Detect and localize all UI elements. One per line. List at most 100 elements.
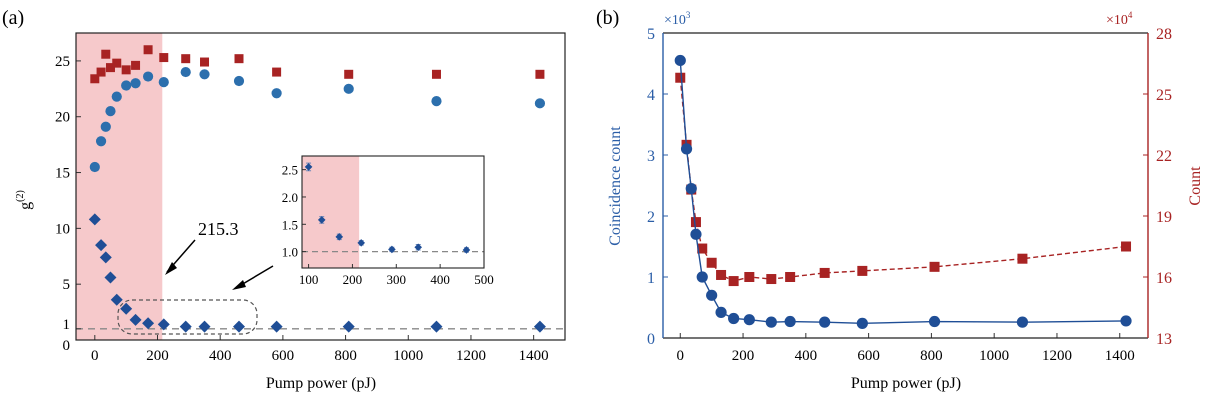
x-tick-label: 200 xyxy=(146,348,169,364)
plot-frame xyxy=(75,32,566,341)
circle-point xyxy=(142,71,154,82)
diamond-point xyxy=(104,271,117,284)
count-series xyxy=(675,72,1132,287)
y-axis-label: g(2) xyxy=(15,190,34,210)
circle-point xyxy=(928,315,941,328)
diamond-point xyxy=(430,320,443,333)
y-tick-label: 20 xyxy=(55,110,70,126)
square-point xyxy=(716,269,727,280)
circle-point xyxy=(856,317,868,329)
panel-b-label: (b) xyxy=(596,7,619,29)
inset-diamond-point xyxy=(304,163,313,171)
circle-point xyxy=(158,77,169,88)
y-tick-label: 1 xyxy=(63,317,71,333)
square-point xyxy=(766,274,777,285)
circle-point xyxy=(95,136,107,147)
square-point xyxy=(200,57,210,67)
square-series xyxy=(90,45,545,84)
inset-x-tick-label: 400 xyxy=(430,272,450,287)
diamond-point xyxy=(120,302,133,315)
y-tick-label: 25 xyxy=(55,54,70,70)
left-y-axis-ticks: 0 1 2 3 4 5 xyxy=(647,26,668,348)
circle-point xyxy=(728,312,740,325)
data-points xyxy=(88,45,546,333)
circle-point xyxy=(715,306,727,318)
left-y-tick-label: 3 xyxy=(647,148,655,165)
circle-point xyxy=(130,78,141,89)
square-point xyxy=(344,69,354,79)
circle-point xyxy=(199,69,210,80)
panel-a-label: (a) xyxy=(2,7,24,29)
diamond-series xyxy=(88,213,546,333)
circle-point xyxy=(121,80,132,91)
square-point xyxy=(819,267,830,278)
count-line xyxy=(679,77,1127,282)
x-axis-label: Pump power (pJ) xyxy=(266,375,376,392)
square-point xyxy=(785,272,796,282)
square-point xyxy=(857,265,868,276)
circle-point xyxy=(784,315,796,328)
inset-diamond-point xyxy=(388,245,396,254)
circle-point xyxy=(271,88,282,99)
x-tick-label: 600 xyxy=(857,348,880,364)
x-tick-label: 0 xyxy=(91,348,99,364)
y-tick-label: 5 xyxy=(63,277,71,293)
circle-point xyxy=(1120,315,1132,327)
inset-shaded-region xyxy=(302,156,360,268)
x-axis-ticks: 0 200 400 600 800 1000 1200 1400 xyxy=(91,335,549,364)
inset-x-tick-label: 300 xyxy=(387,272,407,287)
square-point xyxy=(1121,241,1132,252)
square-point xyxy=(121,65,131,75)
data-series xyxy=(674,54,1132,329)
circle-point xyxy=(674,54,686,67)
right-y-tick-label: 22 xyxy=(1156,148,1172,165)
circle-point xyxy=(180,66,191,78)
right-y-tick-label: 19 xyxy=(1156,209,1172,226)
x-tick-label: 1000 xyxy=(979,348,1009,364)
diamond-point xyxy=(142,317,155,330)
x-axis-label: Pump power (pJ) xyxy=(851,375,961,392)
square-point xyxy=(535,69,545,79)
x-tick-label: 600 xyxy=(272,348,295,364)
inset-y-tick-label: 1.5 xyxy=(282,217,298,232)
diamond-point xyxy=(342,320,355,333)
square-point xyxy=(1017,253,1028,264)
square-point xyxy=(101,49,111,59)
circle-point xyxy=(431,95,442,107)
inset-diamond-point xyxy=(335,233,344,241)
left-y-tick-label: 4 xyxy=(647,87,655,104)
diamond-point xyxy=(533,320,546,333)
x-tick-label: 1400 xyxy=(1105,348,1135,364)
diamond-point xyxy=(99,251,112,264)
square-point xyxy=(131,60,141,70)
square-point xyxy=(181,54,191,64)
left-y-tick-label: 2 xyxy=(647,209,655,226)
annotation-arrow-threshold xyxy=(165,239,196,275)
x-tick-label: 1200 xyxy=(456,348,486,364)
x-tick-label: 800 xyxy=(920,348,943,364)
square-point xyxy=(431,69,441,79)
x-tick-label: 200 xyxy=(732,348,755,364)
annotation-arrow-inset xyxy=(232,265,274,290)
diamond-point xyxy=(95,239,108,252)
diamond-point xyxy=(198,320,211,333)
circle-point xyxy=(100,121,111,132)
coincidence-count-series xyxy=(674,54,1132,329)
square-point xyxy=(706,257,717,268)
inset-diamond-point xyxy=(317,216,326,224)
x-tick-label: 1200 xyxy=(1042,348,1072,364)
diamond-point xyxy=(129,313,142,326)
y-tick-label: 15 xyxy=(55,166,70,182)
diamond-point xyxy=(110,293,123,306)
right-y-tick-label: 13 xyxy=(1156,331,1172,348)
circle-point xyxy=(233,75,245,87)
circle-point xyxy=(690,228,702,240)
circle-point xyxy=(706,289,718,301)
inset-y-tick-label: 2.0 xyxy=(282,190,298,205)
left-y-tick-label: 1 xyxy=(647,270,655,287)
square-point xyxy=(90,74,100,84)
square-point xyxy=(728,276,739,287)
inset-diamond-point xyxy=(462,246,471,254)
